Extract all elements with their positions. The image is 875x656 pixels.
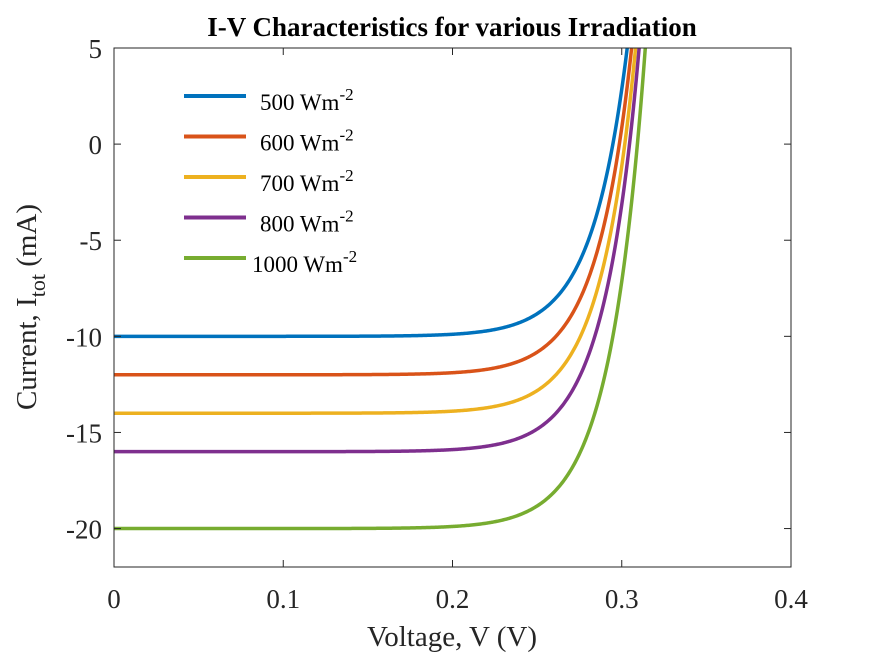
legend-label-4: 1000 Wm-2 <box>252 247 357 277</box>
x-tick-label-1: 0.1 <box>266 584 300 614</box>
legend-label-3: 800 Wm-2 <box>260 207 354 237</box>
y-axis-label-unit: (mA) <box>11 204 43 274</box>
y-tick-label-1: 0 <box>89 130 103 160</box>
x-tick-label-3: 0.3 <box>605 584 639 614</box>
y-tick-label-3: -10 <box>66 322 102 352</box>
legend-label-0: 500 Wm-2 <box>260 85 354 115</box>
y-axis-label: Current, Itot (mA) <box>11 204 50 410</box>
x-tick-label-4: 0.4 <box>774 584 808 614</box>
legend-label-sup-2: -2 <box>339 166 353 185</box>
series-layer <box>114 48 648 531</box>
plot-area <box>114 48 791 567</box>
x-axis-label: Voltage, V (V) <box>367 621 537 653</box>
x-tick-label-0: 0 <box>107 584 121 614</box>
series-line-0 <box>114 48 629 339</box>
y-tick-label-2: -5 <box>80 226 103 256</box>
legend-label-2: 700 Wm-2 <box>260 166 354 196</box>
chart-title: I-V Characteristics for various Irradiat… <box>207 12 696 42</box>
legend-label-sup-0: -2 <box>339 85 353 104</box>
series-line-3 <box>114 48 641 454</box>
legend-label-sup-3: -2 <box>339 207 353 226</box>
y-axis-label-sub: tot <box>25 274 50 297</box>
tick-layer: 0 0.1 0.2 0.3 0.4 5 0 -5 -10 -15 -20 <box>66 34 808 614</box>
y-tick-label-4: -15 <box>66 418 102 448</box>
legend-label-sup-1: -2 <box>339 126 353 145</box>
series-line-1 <box>114 48 634 377</box>
y-tick-label-0: 5 <box>89 34 103 64</box>
y-tick-label-5: -20 <box>66 515 102 545</box>
legend-label-1: 600 Wm-2 <box>260 126 354 156</box>
y-axis-label-main: Current, I <box>11 297 43 410</box>
legend: 500 Wm-2 600 Wm-2 700 Wm-2 800 Wm-2 1000 Wm-… <box>184 85 357 277</box>
series-line-4 <box>114 48 648 531</box>
series-line-2 <box>114 48 638 415</box>
x-tick-label-2: 0.2 <box>436 584 470 614</box>
legend-label-sup-4: -2 <box>343 247 357 266</box>
